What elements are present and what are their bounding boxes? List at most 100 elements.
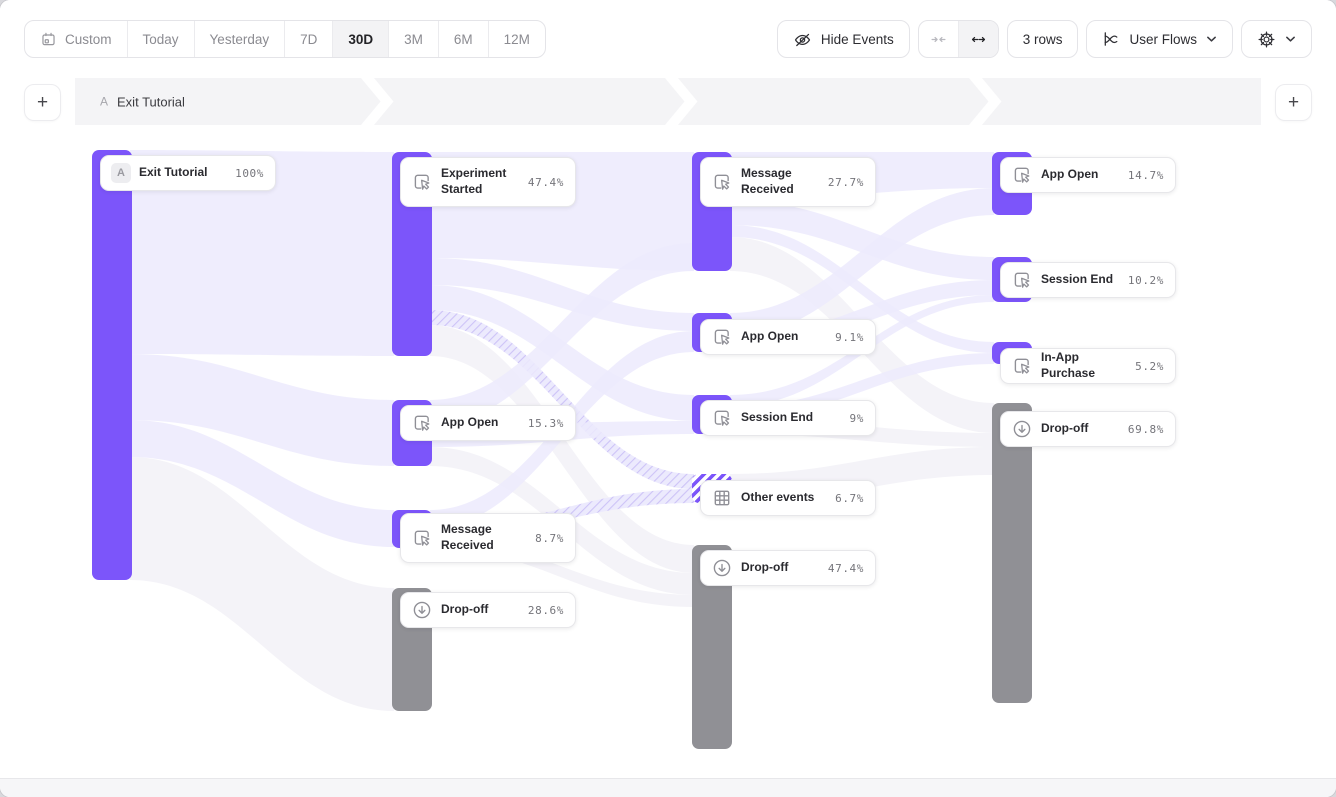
hide-events-label: Hide Events bbox=[820, 31, 894, 47]
flow-node-app-open[interactable]: App Open 9.1% bbox=[700, 319, 876, 355]
flow-node-drop-off[interactable]: Drop-off 28.6% bbox=[400, 592, 576, 628]
node-value: 47.4% bbox=[527, 175, 564, 189]
settings-dropdown[interactable] bbox=[1241, 20, 1312, 58]
node-value: 14.7% bbox=[1127, 168, 1164, 182]
add-step-button-right[interactable]: + bbox=[1275, 84, 1312, 121]
chevron-down-icon bbox=[1206, 35, 1217, 43]
date-range-12m[interactable]: 12M bbox=[489, 21, 545, 57]
step-chevron-separators bbox=[361, 78, 1002, 125]
node-value: 27.7% bbox=[827, 175, 864, 189]
node-label: App Open bbox=[441, 415, 499, 430]
date-range-label: 3M bbox=[404, 31, 423, 47]
event-icon bbox=[411, 527, 433, 549]
dropoff-icon bbox=[1011, 418, 1033, 440]
flow-ribbon bbox=[430, 258, 694, 331]
flow-ribbon bbox=[130, 150, 394, 356]
node-value: 8.7% bbox=[535, 531, 564, 545]
flow-ribbon bbox=[430, 325, 694, 573]
step-label[interactable]: A Exit Tutorial bbox=[100, 94, 185, 109]
event-icon bbox=[411, 412, 433, 434]
flow-ribbon bbox=[730, 188, 994, 337]
flow-node-session-end[interactable]: Session End 10.2% bbox=[1000, 262, 1176, 298]
event-icon bbox=[1011, 164, 1033, 186]
bottom-scroll-strip[interactable] bbox=[0, 778, 1336, 797]
flow-canvas: A Exit Tutorial 100% Experiment Started 47.4… bbox=[0, 125, 1336, 777]
date-range-30d[interactable]: 30D bbox=[333, 21, 390, 57]
event-icon bbox=[711, 171, 733, 193]
view-selector-label: User Flows bbox=[1129, 31, 1197, 47]
date-range-today[interactable]: Today bbox=[128, 21, 195, 57]
node-value: 10.2% bbox=[1127, 273, 1164, 287]
node-label: In-App Purchase bbox=[1041, 350, 1096, 380]
flow-ribbon bbox=[430, 285, 694, 421]
flow-node-experiment-started[interactable]: Experiment Started 47.4% bbox=[400, 157, 576, 207]
date-range-label: 7D bbox=[300, 31, 318, 47]
node-value: 28.6% bbox=[527, 603, 564, 617]
step-letter-badge: A bbox=[111, 163, 131, 183]
flows-chart-icon bbox=[1102, 30, 1120, 48]
expand-horizontal-button[interactable] bbox=[958, 21, 998, 57]
flow-bar-exit-tutorial[interactable] bbox=[92, 150, 132, 580]
date-range-label: Custom bbox=[65, 31, 112, 47]
collapse-horizontal-icon bbox=[930, 31, 947, 48]
date-range-7d[interactable]: 7D bbox=[285, 21, 334, 57]
flow-ribbon bbox=[430, 310, 694, 489]
user-flows-dropdown[interactable]: User Flows bbox=[1086, 20, 1233, 58]
collapse-horizontal-button[interactable] bbox=[919, 21, 959, 57]
node-label: Drop-off bbox=[441, 602, 489, 617]
flow-node-in-app-purchase[interactable]: In-App Purchase 5.2% bbox=[1000, 348, 1176, 384]
node-label: Session End bbox=[1041, 272, 1114, 287]
event-icon bbox=[1011, 269, 1033, 291]
flow-ribbons bbox=[130, 150, 994, 711]
top-toolbar: Custom Today Yesterday 7D 30D 3M 6M 12M Hide Ev… bbox=[0, 0, 1336, 78]
date-range-custom[interactable]: Custom bbox=[25, 21, 128, 57]
rows-label: 3 rows bbox=[1022, 31, 1063, 47]
flow-node-message-received[interactable]: Message Received 27.7% bbox=[700, 157, 876, 207]
dropoff-icon bbox=[711, 557, 733, 579]
rows-button[interactable]: 3 rows bbox=[1006, 20, 1079, 58]
dropoff-icon bbox=[411, 599, 433, 621]
node-value: 5.2% bbox=[1135, 359, 1164, 373]
node-value: 100% bbox=[235, 166, 264, 180]
flow-ribbon bbox=[130, 354, 394, 466]
flow-ribbon bbox=[730, 225, 994, 353]
node-value: 15.3% bbox=[527, 416, 564, 430]
node-value: 6.7% bbox=[835, 491, 864, 505]
width-toggle bbox=[917, 20, 999, 58]
flow-ribbon bbox=[130, 457, 394, 711]
date-range-6m[interactable]: 6M bbox=[439, 21, 489, 57]
node-label: Message Received bbox=[741, 166, 794, 196]
steps-band: A Exit Tutorial bbox=[75, 78, 1261, 125]
flow-node-session-end[interactable]: Session End 9% bbox=[700, 400, 876, 436]
date-range-label: 6M bbox=[453, 31, 473, 47]
flow-ribbon bbox=[430, 243, 694, 425]
event-icon bbox=[411, 171, 433, 193]
node-label: Drop-off bbox=[1041, 421, 1089, 436]
flow-node-app-open[interactable]: App Open 15.3% bbox=[400, 405, 576, 441]
chevron-down-icon bbox=[1285, 35, 1296, 43]
date-range-label: 12M bbox=[503, 31, 530, 47]
date-range-yesterday[interactable]: Yesterday bbox=[195, 21, 286, 57]
step-prefix: A bbox=[100, 94, 109, 109]
node-label: Other events bbox=[741, 490, 815, 505]
event-icon bbox=[1011, 355, 1033, 377]
flow-node-app-open[interactable]: App Open 14.7% bbox=[1000, 157, 1176, 193]
node-label: Drop-off bbox=[741, 560, 789, 575]
flow-node-exit-tutorial[interactable]: A Exit Tutorial 100% bbox=[100, 155, 276, 191]
expand-horizontal-icon bbox=[970, 31, 987, 48]
hide-events-button[interactable]: Hide Events bbox=[776, 20, 910, 58]
flow-ribbon bbox=[730, 200, 994, 280]
flow-node-other-events[interactable]: Other events 6.7% bbox=[700, 480, 876, 516]
node-value: 9% bbox=[849, 411, 864, 425]
node-label: App Open bbox=[741, 329, 799, 344]
flow-node-drop-off[interactable]: Drop-off 47.4% bbox=[700, 550, 876, 586]
node-value: 47.4% bbox=[827, 561, 864, 575]
add-step-button-left[interactable]: + bbox=[24, 84, 61, 121]
flow-bar-drop-off[interactable] bbox=[992, 403, 1032, 703]
eye-off-icon bbox=[793, 30, 812, 49]
flow-node-drop-off[interactable]: Drop-off 69.8% bbox=[1000, 411, 1176, 447]
node-label: Experiment Started bbox=[441, 166, 507, 196]
date-range-3m[interactable]: 3M bbox=[389, 21, 439, 57]
flow-node-message-received[interactable]: Message Received 8.7% bbox=[400, 513, 576, 563]
